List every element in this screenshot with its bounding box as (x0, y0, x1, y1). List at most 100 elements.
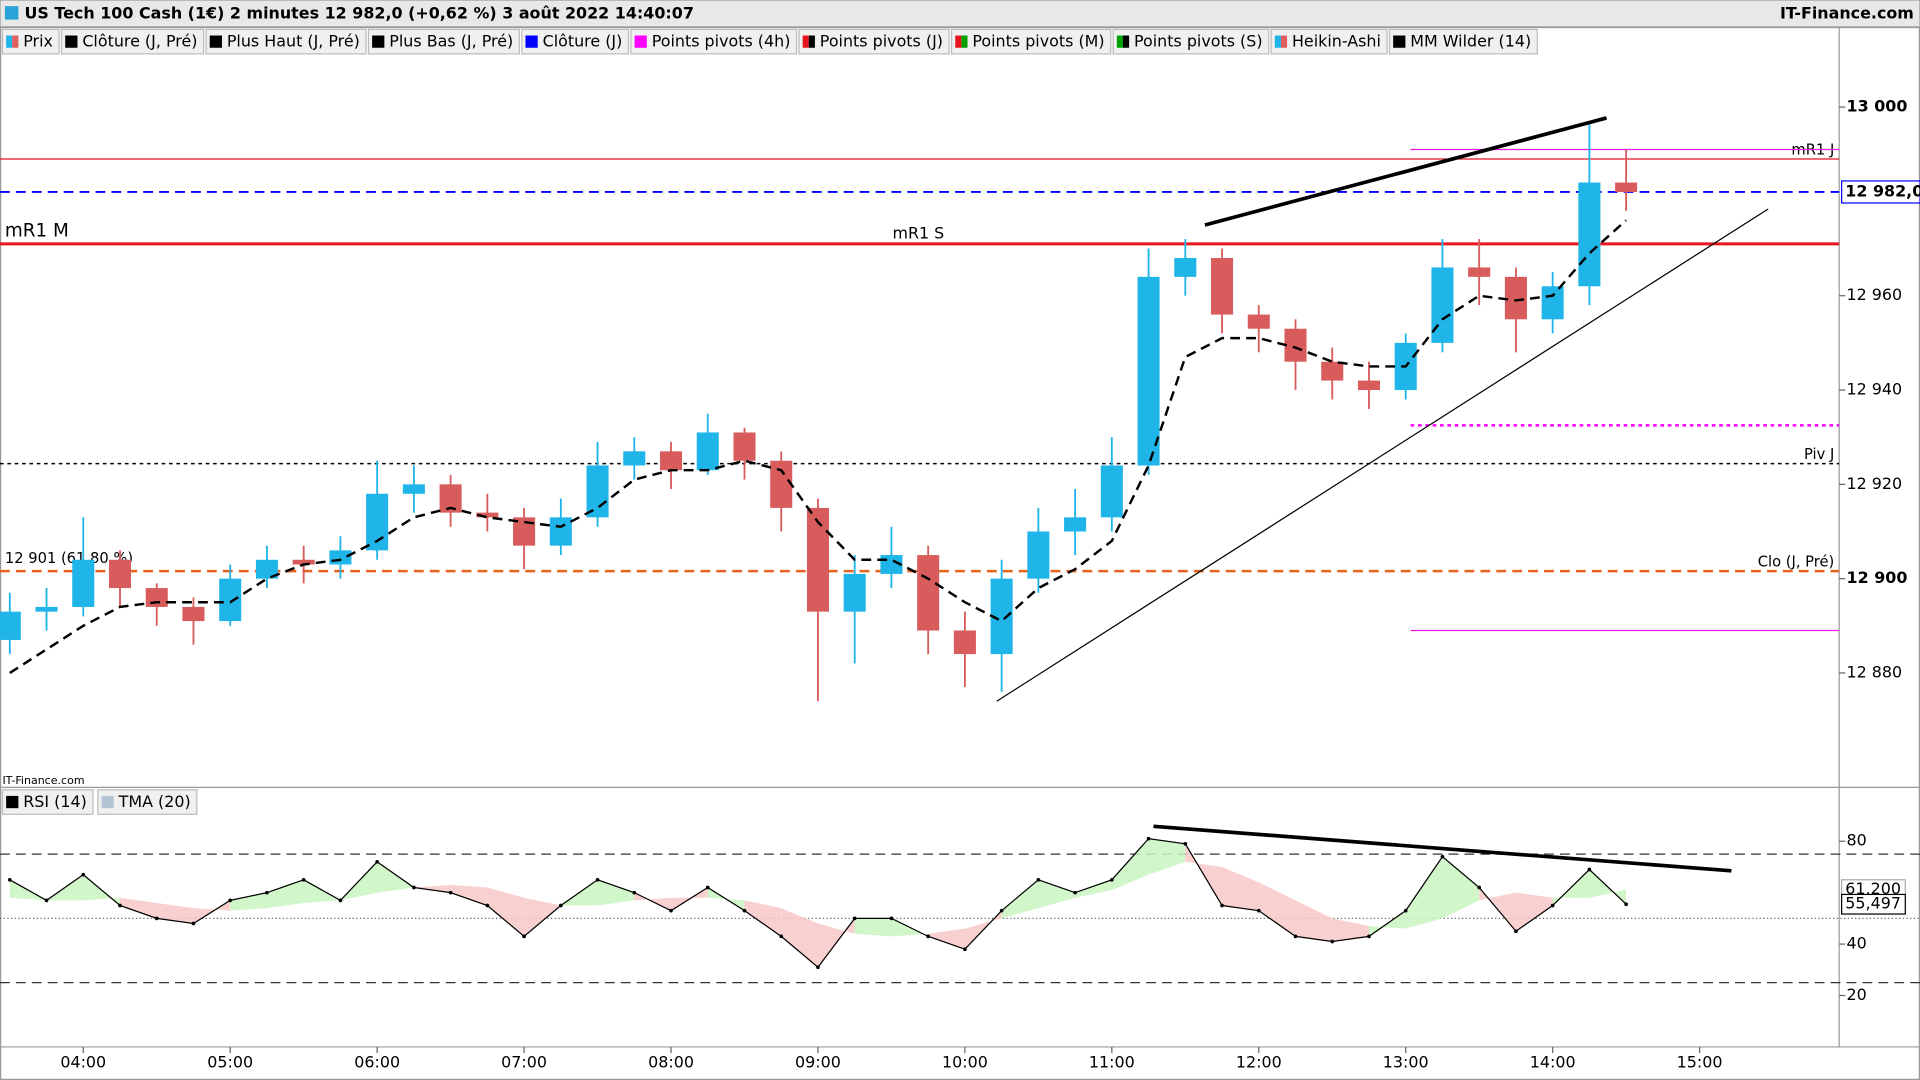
logo (4, 6, 19, 20)
candle-body (182, 606, 205, 622)
y-tick-label: 12 880 (1847, 662, 1903, 681)
rsi-tma-fill (1442, 856, 1480, 919)
rsi-point (338, 898, 343, 903)
legend-item (630, 28, 798, 55)
x-tick-label: 04:00 (60, 1052, 106, 1071)
legend-label: Clôture (J, Pré) (82, 32, 197, 51)
candle-body (1541, 286, 1564, 320)
x-tick-label: 15:00 (1677, 1052, 1723, 1071)
rsi-tma-fill (120, 897, 157, 919)
rsi-point (1146, 836, 1151, 841)
rsi-point (1036, 877, 1041, 882)
rsi-tma-fill (1111, 838, 1149, 891)
y-tick-label: 40 (1847, 934, 1867, 953)
legend-swatch (955, 35, 962, 48)
legend-label: Points pivots (4h) (652, 32, 791, 51)
candle-body (1357, 380, 1380, 391)
legend-label: MM Wilder (14) (1410, 32, 1531, 51)
rsi-tma-fill (1038, 879, 1076, 909)
candle-body (696, 432, 719, 471)
rsi-point (44, 898, 49, 903)
rsi-tma-fill (1515, 892, 1553, 932)
rsi-point (7, 877, 12, 882)
rsi-point (1293, 934, 1298, 939)
candle-body (1064, 517, 1087, 532)
candle-body (1137, 276, 1160, 466)
rsi-point (1183, 841, 1188, 846)
rsi-point (1440, 854, 1445, 859)
rsi-point (191, 921, 196, 926)
legend-label: Plus Bas (J, Pré) (389, 32, 513, 51)
rsi-point (118, 903, 122, 908)
candle-body (1247, 314, 1270, 329)
y-tick-label: 80 (1847, 831, 1867, 850)
legend-swatch (1122, 35, 1130, 48)
legend-swatch (209, 35, 222, 48)
rsi-last-box (1841, 893, 1906, 915)
candle-body (953, 630, 976, 655)
rsi-tma-fill (1075, 879, 1112, 898)
y-tick-label: 12 920 (1847, 474, 1903, 493)
legend-item (60, 28, 205, 55)
candle-body (1615, 182, 1638, 192)
level-label: 12 901 (61,80 %) (5, 550, 133, 567)
y-tick-label: 20 (1847, 985, 1867, 1004)
rsi-point (375, 859, 379, 864)
trend-line (1204, 116, 1608, 227)
brand: IT-Finance.com (1780, 4, 1914, 23)
candle-body (1468, 267, 1491, 277)
frame (0, 26, 1920, 1080)
level-label: Piv J (1804, 446, 1834, 463)
legend-swatch (1280, 35, 1288, 48)
rsi-point (1587, 867, 1592, 872)
y-tick-label: 12 940 (1847, 380, 1903, 399)
rsi-tma-fill (1001, 879, 1039, 919)
legend-item (1388, 28, 1538, 55)
x-tick-label: 09:00 (795, 1052, 841, 1071)
rsi-tma-fill (377, 861, 414, 893)
candle-body (439, 484, 462, 513)
rsi-point (926, 934, 930, 939)
rsi-point (154, 916, 159, 921)
legend-label: Points pivots (M) (972, 32, 1104, 51)
legend-item (367, 28, 520, 55)
level-label: Clo (J, Pré) (1758, 554, 1834, 571)
candle-body (1431, 267, 1454, 343)
rsi-tma-fill (1148, 838, 1186, 875)
rsi-point (816, 965, 820, 970)
watermark: IT-Finance.com (2, 774, 84, 787)
rsi-point (963, 947, 967, 952)
candle-body (770, 460, 793, 508)
candle-body (219, 578, 242, 622)
rsi-tma-fill (487, 887, 525, 937)
x-tick-label: 10:00 (942, 1052, 988, 1071)
legend-swatch (101, 795, 114, 809)
legend-item (798, 28, 950, 55)
legend-label: Points pivots (S) (1134, 32, 1263, 51)
rsi-tma-fill (854, 918, 892, 937)
candle-body (1211, 257, 1234, 315)
legend-label: Heikin-Ashi (1292, 32, 1381, 51)
rsi-point (1073, 890, 1077, 895)
legend-item (97, 789, 198, 815)
rsi-point (448, 890, 453, 895)
rsi-point (889, 916, 894, 921)
x-tick-label: 06:00 (354, 1052, 400, 1071)
rsi-point (779, 934, 784, 939)
legend-swatch (6, 795, 19, 809)
legend-label: Prix (23, 32, 53, 51)
rsi-tma-fill (781, 908, 818, 968)
candle-body (292, 559, 315, 565)
candle-body (0, 611, 21, 640)
legend-item (950, 28, 1112, 55)
rsi-point (1220, 903, 1224, 908)
rsi-point (1477, 885, 1482, 890)
legend-swatch (961, 35, 968, 48)
y-tick-label: 12 900 (1847, 568, 1908, 587)
header-title: US Tech 100 Cash (1€) 2 minutes 12 982,0… (24, 4, 693, 23)
legend-swatch (1393, 35, 1406, 48)
legend-swatch (1274, 35, 1281, 48)
rsi-point (705, 885, 710, 890)
rsi-point (852, 916, 857, 921)
rsi-point (228, 898, 233, 903)
